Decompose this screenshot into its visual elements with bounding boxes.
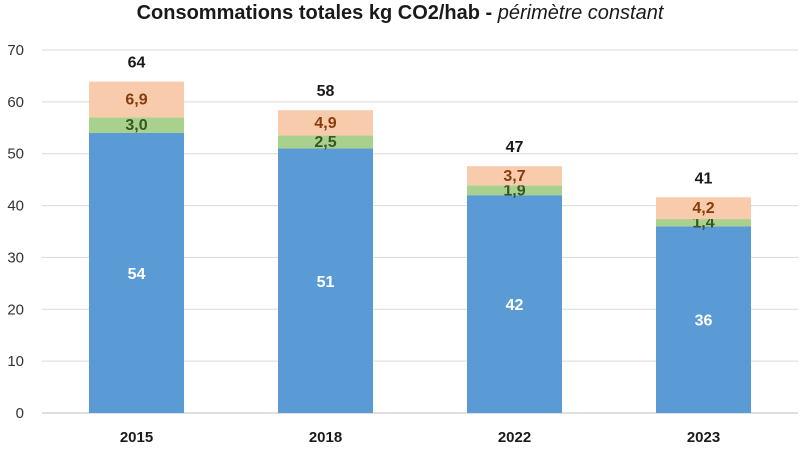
x-tick-label-2023: 2023 xyxy=(687,429,720,446)
data-label-2022-s0: 42 xyxy=(506,297,524,314)
bar-segment-2018-s1 xyxy=(278,135,373,149)
total-label-2015: 64 xyxy=(128,55,146,72)
chart-subtitle: périmètre constant xyxy=(497,2,664,24)
bar-segment-2018-s2 xyxy=(278,110,373,136)
data-label-2015-s2: 6,9 xyxy=(125,92,147,109)
data-label-2022-s2: 3,7 xyxy=(503,168,525,185)
x-tick-label-2022: 2022 xyxy=(498,429,531,446)
y-tick-label-30: 30 xyxy=(7,249,24,266)
data-label-2015-s1: 3,0 xyxy=(125,117,147,134)
data-label-2022-s1: 1,9 xyxy=(503,182,525,199)
data-label-2023-s0: 36 xyxy=(695,313,713,330)
data-label-2023-s2: 4,2 xyxy=(692,200,714,217)
bar-segment-2023-s2 xyxy=(656,197,751,220)
y-tick-label-70: 70 xyxy=(7,42,24,59)
chart-title-wrap: Consommations totales kg CO2/hab - périm… xyxy=(136,2,664,24)
y-tick-label-60: 60 xyxy=(7,94,24,111)
y-tick-label-50: 50 xyxy=(7,146,24,163)
y-tick-label-40: 40 xyxy=(7,198,24,215)
chart-title: Consommations totales kg CO2/hab xyxy=(136,2,480,24)
bar-segment-2023-s0 xyxy=(656,226,751,413)
y-tick-label-20: 20 xyxy=(7,301,24,318)
bar-segment-2022-s2 xyxy=(467,166,562,186)
data-label-2018-s0: 51 xyxy=(317,274,335,291)
y-tick-label-0: 0 xyxy=(16,405,24,422)
data-label-2015-s0: 54 xyxy=(128,266,146,283)
bar-segment-2015-s0 xyxy=(89,132,184,413)
bar-segment-2015-s1 xyxy=(89,117,184,133)
data-label-2018-s1: 2,5 xyxy=(314,134,336,151)
bar-segment-2022-s0 xyxy=(467,195,562,413)
total-label-2018: 58 xyxy=(317,83,335,100)
x-tick-label-2015: 2015 xyxy=(120,429,153,446)
y-tick-label-10: 10 xyxy=(7,353,24,370)
bar-segment-2018-s0 xyxy=(278,148,373,413)
total-label-2022: 47 xyxy=(506,139,524,156)
data-label-2018-s2: 4,9 xyxy=(314,115,336,132)
bar-segment-2023-s1 xyxy=(656,219,751,227)
bar-segment-2022-s1 xyxy=(467,185,562,196)
bar-segment-2015-s2 xyxy=(89,81,184,118)
x-tick-label-2018: 2018 xyxy=(309,429,342,446)
total-label-2023: 41 xyxy=(695,170,713,187)
